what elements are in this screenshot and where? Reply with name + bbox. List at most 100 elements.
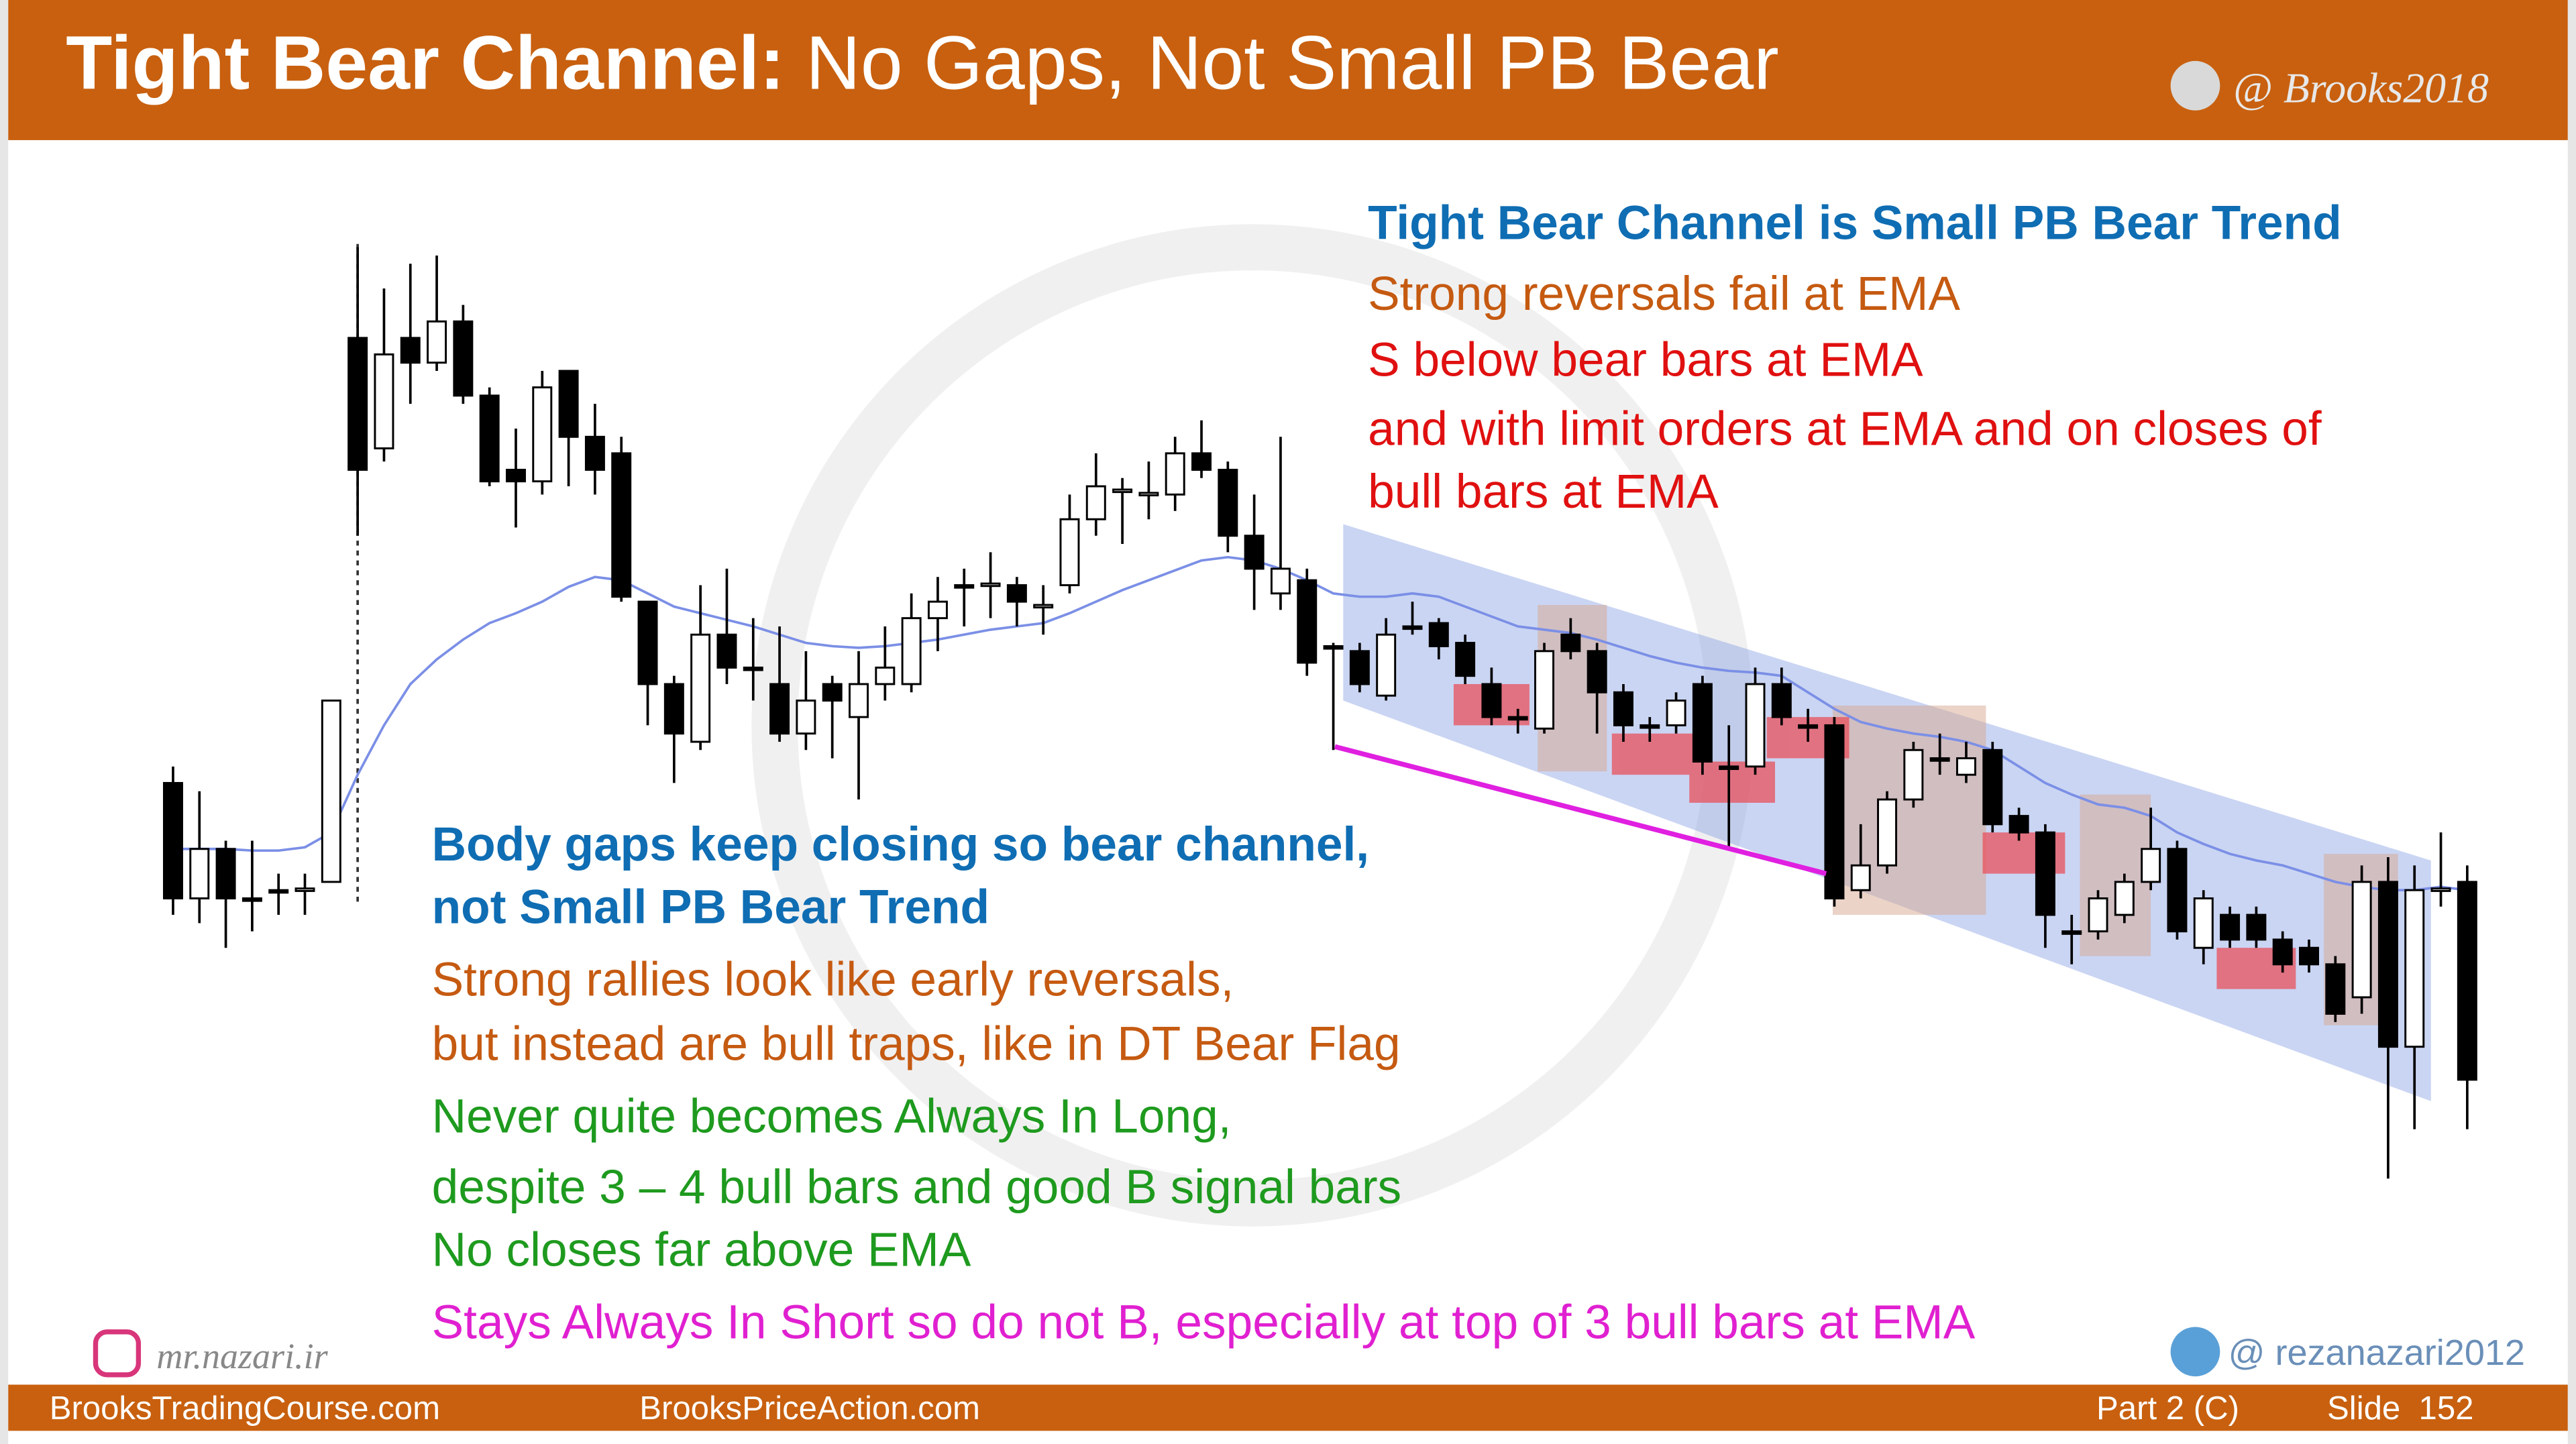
footer-site: BrooksPriceAction.com <box>639 1390 980 1427</box>
candle-body <box>1613 691 1633 726</box>
title-rest: No Gaps, Not Small PB Bear <box>806 21 1779 105</box>
candle-body <box>1903 748 1924 801</box>
candle-body <box>479 394 500 483</box>
candle-body <box>584 435 605 471</box>
candle-body <box>2114 881 2135 916</box>
candle-body <box>1402 625 1423 630</box>
note: Strong rallies look like early reversals… <box>432 952 1234 1006</box>
candle-body <box>374 353 394 449</box>
candle-body <box>215 848 236 899</box>
candle-body <box>1719 765 1739 771</box>
footer-site: BrooksTradingCourse.com <box>50 1390 440 1427</box>
candle-body <box>1507 716 1528 721</box>
candle-body <box>1006 584 1027 603</box>
note: bull bars at EMA <box>1368 465 1719 518</box>
candle-body <box>294 887 315 892</box>
telegram-icon <box>2170 1327 2220 1377</box>
candle-body <box>2377 881 2398 1048</box>
note: but instead are bull traps, like in DT B… <box>432 1017 1401 1070</box>
candle-body <box>162 781 183 899</box>
candle-body <box>1560 633 1581 653</box>
candle-body <box>2404 889 2425 1048</box>
candle-body <box>321 700 341 883</box>
note: despite 3 – 4 bull bars and good B signa… <box>432 1160 1402 1214</box>
title-bold: Tight Bear Channel: <box>66 21 784 105</box>
candle-body <box>400 337 421 364</box>
notes: Tight Bear Channel is Small PB Bear Tren… <box>432 196 2342 1349</box>
candle-body <box>1955 757 1976 776</box>
candle-body <box>2193 897 2214 949</box>
candle-body <box>796 700 816 735</box>
note: No closes far above EMA <box>432 1223 971 1277</box>
candle-body <box>611 452 632 598</box>
candle-body <box>1929 757 1950 762</box>
note: Body gaps keep closing so bear channel, <box>432 818 1369 871</box>
candle-body <box>2141 848 2161 883</box>
candle-body <box>1666 700 1686 726</box>
candle-body <box>637 600 658 685</box>
candle-body <box>241 897 262 902</box>
candle-body <box>1138 492 1159 497</box>
note: and with limit orders at EMA and on clos… <box>1368 402 2322 456</box>
note: not Small PB Bear Trend <box>432 880 989 934</box>
candle-body <box>1270 567 1291 595</box>
candle-body <box>1323 645 1344 650</box>
candle-body <box>347 337 368 471</box>
note: S below bear bars at EMA <box>1368 333 1923 386</box>
candle-body <box>1745 683 1766 768</box>
instagram-handle: mr.nazari.ir <box>156 1336 328 1376</box>
candle-body <box>954 584 975 589</box>
candle-body <box>1850 864 1871 891</box>
candle-body <box>716 633 737 669</box>
candle-body <box>2035 831 2055 916</box>
ema-line <box>172 555 2468 892</box>
candle-body <box>532 386 553 483</box>
title: Tight Bear Channel: No Gaps, Not Small P… <box>66 21 1779 105</box>
candle-body <box>690 633 711 743</box>
candle-body <box>2325 963 2346 1015</box>
trend-line <box>1334 744 1827 877</box>
candle-body <box>1455 642 1476 677</box>
candle-body <box>1033 604 1054 609</box>
candle-body <box>453 320 474 397</box>
candle-body <box>2351 881 2372 999</box>
footer-bar <box>8 1384 2568 1431</box>
candle-body <box>505 468 526 483</box>
candle-body <box>1297 579 1318 664</box>
candle-body <box>558 370 579 438</box>
note: Strong reversals fail at EMA <box>1368 267 1960 321</box>
candle-body <box>980 582 1001 588</box>
footer-slide: Slide 152 <box>2327 1390 2473 1427</box>
candle-body <box>1191 452 1212 471</box>
footer: BrooksTradingCourse.com BrooksPriceActio… <box>50 1390 2474 1427</box>
candle-body <box>822 683 843 702</box>
candle-body <box>927 600 948 620</box>
candle-body <box>849 683 869 718</box>
candle-body <box>1085 485 1106 520</box>
candle-body <box>1877 798 1898 867</box>
chart <box>162 247 2477 1179</box>
candle-body <box>1534 650 1555 730</box>
candle-body <box>2457 881 2477 1081</box>
note: Tight Bear Channel is Small PB Bear Tren… <box>1368 196 2342 249</box>
candle-body <box>1771 683 1792 718</box>
note: Stays Always In Short so do not B, espec… <box>432 1296 1976 1349</box>
candle-body <box>2246 913 2267 941</box>
candle-body <box>2008 815 2029 834</box>
candle-body <box>189 848 210 899</box>
candle-body <box>769 683 790 735</box>
candle-body <box>1982 748 2003 826</box>
candle-body <box>1798 724 1819 729</box>
candle-body <box>1824 724 1845 899</box>
candle-body <box>1481 683 1502 718</box>
note: Never quite becomes Always In Long, <box>432 1089 1232 1143</box>
candle-body <box>1376 633 1397 697</box>
title-bar <box>8 0 2568 140</box>
candle-body <box>743 666 763 671</box>
candle-body <box>2272 938 2293 966</box>
telegram-icon <box>2170 60 2220 111</box>
telegram-handle: @ rezanazari2012 <box>2229 1333 2525 1373</box>
candle-body <box>1692 683 1713 763</box>
